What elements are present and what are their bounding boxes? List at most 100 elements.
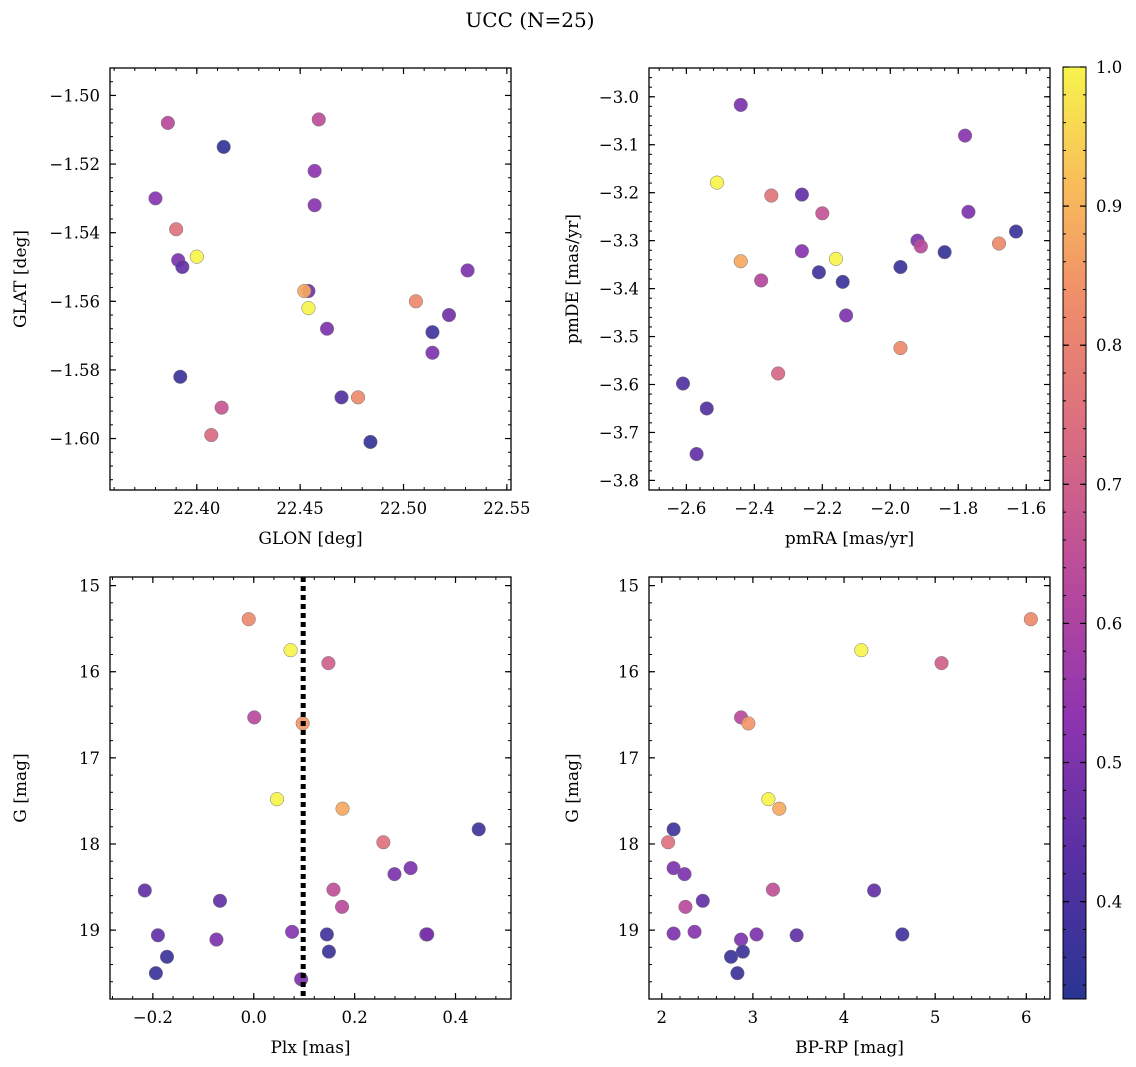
data-point <box>893 341 908 356</box>
x-tick-label: 22.40 <box>173 499 220 518</box>
data-point <box>335 801 350 816</box>
data-point <box>666 861 681 876</box>
data-point <box>403 861 418 876</box>
data-point <box>321 944 336 959</box>
data-point <box>934 656 949 671</box>
data-point <box>471 822 486 837</box>
x-axis-label: Plx [mas] <box>270 1038 350 1058</box>
data-point <box>307 198 322 213</box>
x-tick-label: −2.6 <box>666 499 706 518</box>
data-point <box>867 883 882 898</box>
x-axis-label: BP-RP [mag] <box>795 1038 904 1058</box>
data-point <box>307 163 322 178</box>
data-point <box>666 822 681 837</box>
panels: 22.40 22.45 22.50 22.55 −1.60 −1.58 −1.56 −1.54… <box>11 67 1051 1058</box>
data-point <box>408 294 423 309</box>
data-point <box>687 924 702 939</box>
colorbar-tick-label: 0.6 <box>1096 614 1122 633</box>
x-tick-label: 5 <box>930 1008 941 1027</box>
y-tick-label: −3.7 <box>599 423 639 442</box>
x-tick-label: −2.2 <box>802 499 842 518</box>
data-point <box>723 949 739 964</box>
data-point <box>709 175 725 190</box>
x-tick-label: 4 <box>839 1008 850 1027</box>
x-tick-label: −0.2 <box>133 1008 173 1027</box>
panel-4: 2 3 4 5 6 15 16 17 18 19 BP-RP [mag] G [mag] <box>563 576 1051 1058</box>
y-tick-label: −3.6 <box>599 376 639 395</box>
x-tick-label: 22.45 <box>277 499 324 518</box>
data-point <box>1023 612 1038 627</box>
data-point <box>212 893 228 908</box>
data-point <box>319 321 335 336</box>
data-point <box>319 927 334 942</box>
y-axis-label: G [mag] <box>11 753 31 822</box>
data-point <box>148 966 163 981</box>
data-point <box>764 188 779 203</box>
data-point <box>159 949 175 964</box>
data-point <box>730 966 745 981</box>
x-tick-label: 6 <box>1021 1008 1032 1027</box>
data-point <box>828 251 843 266</box>
x-tick-label: −1.6 <box>1006 499 1046 518</box>
x-tick-label: −2.0 <box>870 499 910 518</box>
x-tick-label: 0.2 <box>342 1008 368 1027</box>
y-tick-label: −1.50 <box>49 86 100 105</box>
data-point <box>771 366 786 381</box>
data-point <box>761 792 776 807</box>
data-point <box>839 308 854 323</box>
y-tick-label: −3.1 <box>599 136 639 155</box>
panel-2: −2.6 −2.4 −2.2 −2.0 −1.8 −1.6 −3.8 −3.7 −3.6 −3.5… <box>563 67 1051 549</box>
data-point <box>678 899 693 914</box>
data-point <box>733 932 749 947</box>
data-point <box>334 390 349 405</box>
x-tick-label: −2.4 <box>734 499 774 518</box>
data-point <box>363 434 378 450</box>
colorbar-tick-label: 0.7 <box>1096 475 1122 494</box>
y-axis-label: pmDE [mas/yr] <box>563 214 583 344</box>
x-tick-label: 2 <box>657 1008 668 1027</box>
data-point <box>675 376 691 391</box>
colorbar-tick-label: 0.8 <box>1096 336 1122 355</box>
y-tick-label: 16 <box>618 663 639 682</box>
data-point <box>204 428 219 443</box>
y-tick-label: −1.54 <box>49 224 100 243</box>
data-point <box>425 345 440 360</box>
data-point <box>175 259 190 275</box>
data-point <box>283 643 298 658</box>
y-tick-label: −1.56 <box>49 292 100 311</box>
data-point <box>754 273 769 288</box>
data-point <box>321 656 336 671</box>
data-point <box>420 927 435 942</box>
data-point <box>425 325 440 340</box>
data-point <box>148 191 163 206</box>
y-tick-label: −3.2 <box>599 184 639 203</box>
data-point <box>772 801 787 816</box>
data-point <box>666 926 681 941</box>
y-tick-label: 19 <box>79 921 100 940</box>
y-tick-label: −3.3 <box>599 232 639 251</box>
x-tick-label: −1.8 <box>938 499 978 518</box>
data-point <box>893 259 908 275</box>
colorbar-tick-label: 0.4 <box>1096 893 1122 912</box>
data-point <box>301 301 316 316</box>
data-point <box>160 115 175 130</box>
x-axis-label: pmRA [mas/yr] <box>785 529 914 549</box>
data-point <box>441 307 457 323</box>
y-tick-label: −3.5 <box>599 328 639 347</box>
data-point <box>794 244 809 259</box>
data-point <box>699 401 714 416</box>
x-tick-label: 22.50 <box>380 499 427 518</box>
y-tick-label: 17 <box>618 749 639 768</box>
data-point <box>937 245 952 260</box>
y-tick-label: −1.58 <box>49 361 100 380</box>
data-point <box>173 369 188 384</box>
scatter-points <box>661 612 1038 981</box>
data-point <box>247 710 262 725</box>
scatter-points <box>148 112 475 450</box>
scatter-points <box>137 612 486 987</box>
data-point <box>789 928 804 943</box>
y-tick-label: 15 <box>618 577 639 596</box>
data-point <box>189 249 204 264</box>
y-axis-label: G [mag] <box>563 753 583 822</box>
